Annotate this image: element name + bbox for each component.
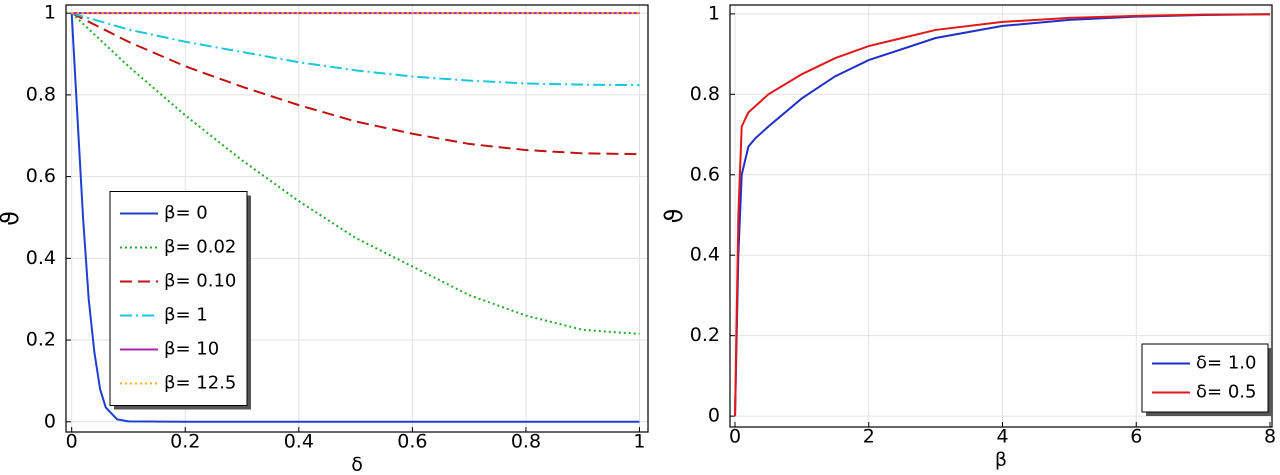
y-tick-label: 0: [708, 405, 720, 427]
legend-label: β= 0.02: [164, 237, 236, 258]
y-axis-label: ϑ: [0, 211, 24, 226]
x-tick-label: 4: [996, 426, 1008, 448]
x-tick-label: 2: [863, 426, 875, 448]
y-tick-label: 0.8: [690, 83, 720, 105]
x-tick-label: 8: [1264, 426, 1276, 448]
y-tick-label: 0.6: [26, 165, 56, 187]
y-tick-label: 0.6: [690, 163, 720, 185]
plot-frame: [65, 4, 649, 433]
y-tick-label: 0.4: [690, 244, 720, 266]
legend: [109, 191, 248, 406]
y-tick-label: 0.4: [26, 247, 56, 269]
y-tick-label: 0.2: [690, 324, 720, 346]
x-tick-label: 0: [66, 431, 78, 453]
x-tick-label: 0.2: [170, 431, 200, 453]
x-tick-label: 0.4: [284, 431, 314, 453]
y-tick-label: 1: [44, 2, 56, 24]
y-axis-label: ϑ: [660, 209, 688, 224]
plot-frame: [729, 4, 1273, 428]
x-tick-label: 0: [729, 426, 741, 448]
legend-label: β= 0: [164, 203, 208, 224]
panel: 0 2 4 6 8 0 0.2 0.4 0.6 0.8 1 β ϑ δ= 1.0 δ= 0.5: [660, 2, 1276, 470]
y-tick-label: 0: [44, 410, 56, 432]
y-tick-label: 0.2: [26, 329, 56, 351]
series-line: [70, 12, 640, 335]
legend-label: β= 10: [164, 339, 219, 360]
series-line: [734, 13, 1271, 417]
series-line: [71, 12, 640, 156]
x-tick-label: 6: [1130, 426, 1142, 448]
series-line: [70, 13, 640, 423]
x-tick-label: 0.6: [397, 431, 427, 453]
legend-label: δ= 0.5: [1196, 382, 1256, 403]
legend-label: β= 12.5: [164, 373, 236, 394]
x-tick-label: 1: [633, 431, 645, 453]
legend: [1141, 343, 1269, 413]
x-axis-label: δ: [351, 454, 363, 475]
series-line: [71, 12, 640, 87]
y-tick-label: 0.8: [26, 83, 56, 105]
x-axis-label: β: [995, 449, 1007, 471]
legend-label: β= 0.10: [164, 271, 236, 292]
y-tick-label: 1: [708, 2, 720, 24]
series-line: [734, 13, 1270, 417]
x-tick-label: 0.8: [511, 431, 541, 453]
panel: 0 0.2 0.4 0.6 0.8 1 0 0.2 0.4 0.6 0.8 1 δ ϑ β= 0 β= 0.0…: [0, 2, 649, 475]
legend-label: δ= 1.0: [1196, 353, 1256, 374]
legend-label: β= 1: [164, 305, 208, 326]
